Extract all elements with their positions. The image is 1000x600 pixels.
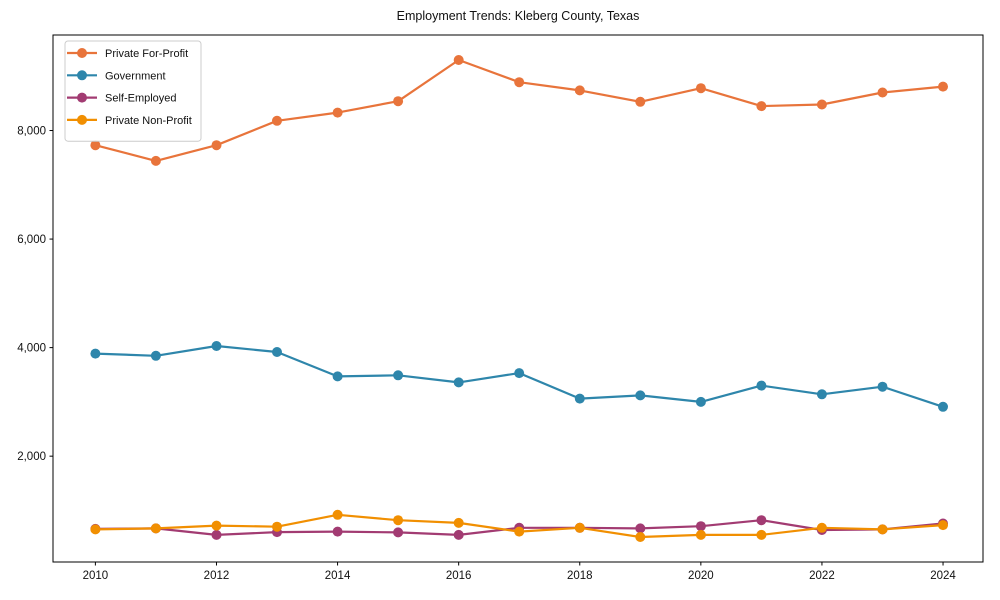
x-tick-label: 2024 <box>930 570 956 582</box>
data-point-government <box>90 348 101 359</box>
data-point-private-for-profit <box>150 155 161 166</box>
x-tick-label: 2010 <box>83 570 109 582</box>
data-point-private-for-profit <box>938 81 948 92</box>
data-point-private-for-profit <box>453 55 464 65</box>
data-point-private-non-profit <box>695 529 706 540</box>
data-point-private-for-profit <box>877 87 888 98</box>
chart-title: Employment Trends: Kleberg County, Texas <box>397 9 640 23</box>
x-tick-label: 2014 <box>325 570 351 582</box>
data-point-government <box>816 389 827 400</box>
plot-frame <box>52 34 984 563</box>
legend-box <box>64 40 202 142</box>
data-point-private-for-profit <box>635 96 646 107</box>
data-point-private-for-profit <box>272 115 282 126</box>
data-point-government <box>695 396 706 407</box>
legend-label: Private For-Profit <box>105 48 188 60</box>
data-point-private-non-profit <box>877 524 888 535</box>
legend-sample-marker <box>77 70 87 81</box>
legend-sample-marker <box>77 92 87 103</box>
x-tick-label: 2022 <box>809 570 835 582</box>
data-point-private-for-profit <box>211 140 222 151</box>
data-point-government <box>453 377 464 388</box>
data-point-private-non-profit <box>150 523 161 534</box>
data-point-private-for-profit <box>514 77 525 88</box>
data-point-government <box>150 350 161 361</box>
x-tick-label: 2018 <box>567 570 593 582</box>
legend-sample-marker <box>77 114 87 125</box>
data-point-private-for-profit <box>695 83 706 94</box>
data-point-self-employed <box>332 526 343 537</box>
data-point-private-non-profit <box>514 526 525 537</box>
data-point-private-non-profit <box>211 520 222 531</box>
x-tick-label: 2012 <box>204 570 230 582</box>
data-point-government <box>756 380 767 391</box>
data-point-self-employed <box>695 521 706 532</box>
legend-label: Government <box>105 70 166 82</box>
plot-area: 2,000 4,000 6,000 8,000 2010 2012 2014 2016 2018… <box>17 34 984 582</box>
legend-label: Private Non-Profit <box>105 115 192 127</box>
data-point-private-non-profit <box>816 522 827 533</box>
data-point-private-non-profit <box>90 524 101 535</box>
data-point-private-for-profit <box>332 107 343 118</box>
data-point-government <box>332 371 343 382</box>
data-point-private-for-profit <box>756 101 767 112</box>
data-point-self-employed <box>635 523 646 534</box>
data-point-government <box>938 401 948 412</box>
y-tick-label: 8,000 <box>17 126 46 138</box>
data-point-private-non-profit <box>453 517 464 528</box>
data-point-government <box>574 393 585 404</box>
data-point-private-for-profit <box>393 96 404 107</box>
data-point-private-non-profit <box>938 520 948 531</box>
data-point-private-for-profit <box>90 140 101 151</box>
data-point-private-non-profit <box>393 515 404 526</box>
data-point-private-for-profit <box>574 85 585 96</box>
legend-label: Self-Employed <box>105 93 177 105</box>
data-point-private-non-profit <box>635 532 646 542</box>
data-point-private-non-profit <box>756 529 767 540</box>
data-point-self-employed <box>393 527 404 538</box>
data-point-self-employed <box>756 515 767 526</box>
data-point-government <box>635 390 646 401</box>
data-point-government <box>877 381 888 392</box>
y-tick-label: 6,000 <box>17 234 46 246</box>
data-point-self-employed <box>211 529 222 540</box>
data-point-private-for-profit <box>816 99 827 110</box>
data-point-private-non-profit <box>332 509 343 520</box>
data-point-private-non-profit <box>272 521 282 532</box>
y-tick-label: 4,000 <box>17 343 46 355</box>
data-point-government <box>514 368 525 379</box>
data-point-private-non-profit <box>574 522 585 533</box>
data-point-government <box>211 341 222 351</box>
y-tick-label: 2,000 <box>17 451 46 463</box>
x-tick-label: 2020 <box>688 570 714 582</box>
x-tick-label: 2016 <box>446 570 472 582</box>
data-point-government <box>393 370 404 381</box>
legend-sample-marker <box>77 48 87 58</box>
data-point-self-employed <box>453 529 464 540</box>
data-point-government <box>272 347 282 357</box>
